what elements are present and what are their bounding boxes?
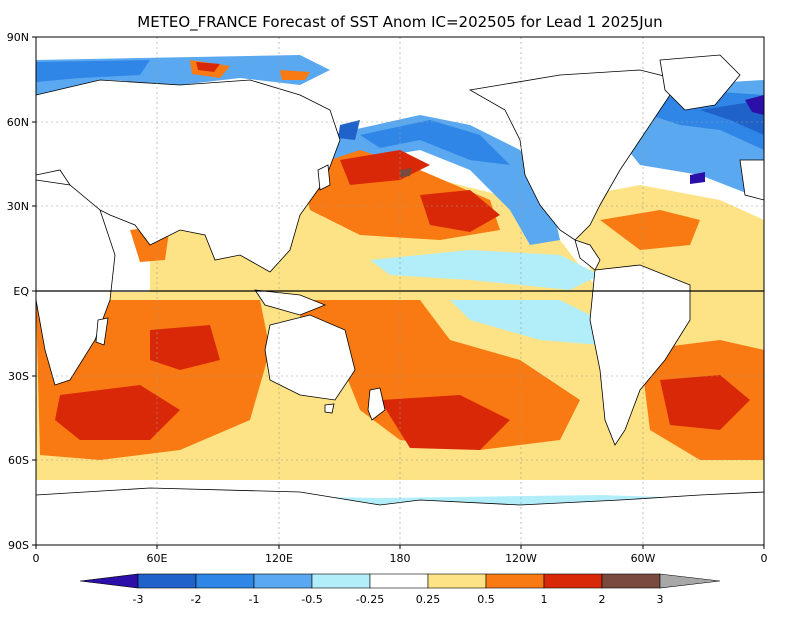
- colorbar-label: -1: [249, 593, 260, 606]
- lat-label-60s: 60S: [8, 454, 29, 467]
- colorbar-label: 0.5: [477, 593, 495, 606]
- colorbar-segment-neg1-neg05: [253, 573, 313, 589]
- colorbar-segment-neg3-neg2: [137, 573, 197, 589]
- land-antarctica: [36, 487, 764, 545]
- lat-label-60n: 60N: [7, 116, 29, 129]
- land-japan: [317, 164, 331, 191]
- lon-label-60e: 60E: [147, 552, 168, 565]
- colorbar-segment-above-pos3: [659, 573, 721, 589]
- colorbar-segment-pos025-pos05: [427, 573, 487, 589]
- lon-label-0-east: 0: [761, 552, 768, 565]
- colorbar-label: 0.25: [416, 593, 441, 606]
- lon-label-60w: 60W: [631, 552, 656, 565]
- land-madagascar: [95, 317, 109, 346]
- colorbar-label: -0.25: [356, 593, 384, 606]
- colorbar-label: 3: [657, 593, 664, 606]
- colorbar-segment-pos05-pos1: [485, 573, 545, 589]
- colorbar-label: 1: [541, 593, 548, 606]
- cool-anomaly-very-strong: [338, 100, 764, 140]
- land-south-america: [589, 264, 691, 446]
- land-africa: [36, 179, 116, 386]
- axis-ticks: [32, 36, 765, 549]
- colorbar-segment-neutral: [369, 573, 429, 589]
- lat-label-30s: 30S: [8, 370, 29, 383]
- colorbar-label: -0.5: [301, 593, 322, 606]
- land-new-zealand: [367, 387, 386, 421]
- lat-label-90s: 90S: [8, 539, 29, 552]
- lat-label-30n: 30N: [7, 200, 29, 213]
- warm-anomaly-strong: [55, 62, 750, 450]
- colorbar-segment-below-neg3: [79, 573, 139, 589]
- land-central-america: [574, 239, 601, 271]
- colorbar-segment-pos2-pos3: [601, 573, 661, 589]
- colorbar-label: 2: [599, 593, 606, 606]
- lon-label-120e: 120E: [265, 552, 293, 565]
- land-indonesia: [254, 289, 327, 316]
- map-title: METEO_FRANCE Forecast of SST Anom IC=202…: [137, 13, 662, 32]
- land-europe-west: [739, 159, 764, 201]
- land-tasmania: [324, 403, 335, 414]
- land-australia: [264, 314, 356, 401]
- lon-label-0-west: 0: [33, 552, 40, 565]
- gridlines: [36, 37, 764, 545]
- colorbar-label: -2: [191, 593, 202, 606]
- latitude-labels: 90N 60N 30N EQ 30S 60S 90S: [7, 31, 30, 552]
- lat-label-90n: 90N: [7, 31, 29, 44]
- longitude-labels: 0 60E 120E 180 120W 60W 0: [33, 552, 768, 565]
- colorbar-label: -3: [133, 593, 144, 606]
- land-masses: [36, 54, 764, 545]
- colorbar-segment-neg2-neg1: [195, 573, 255, 589]
- warm-anomaly-very-strong: [400, 168, 412, 177]
- colorbar-segment-pos1-pos2: [543, 573, 603, 589]
- colorbar: -3 -2 -1 -0.5 -0.25 0.25 0.5 1 2 3: [79, 573, 721, 606]
- lon-label-120w: 120W: [505, 552, 537, 565]
- sst-anomaly-field: [36, 37, 764, 545]
- colorbar-segment-neg05-neg025: [311, 573, 371, 589]
- lon-label-180: 180: [390, 552, 411, 565]
- land-greenland: [659, 54, 741, 111]
- land-north-america: [468, 69, 681, 241]
- cool-anomaly-extreme: [690, 95, 764, 184]
- lat-label-eq: EQ: [13, 285, 29, 298]
